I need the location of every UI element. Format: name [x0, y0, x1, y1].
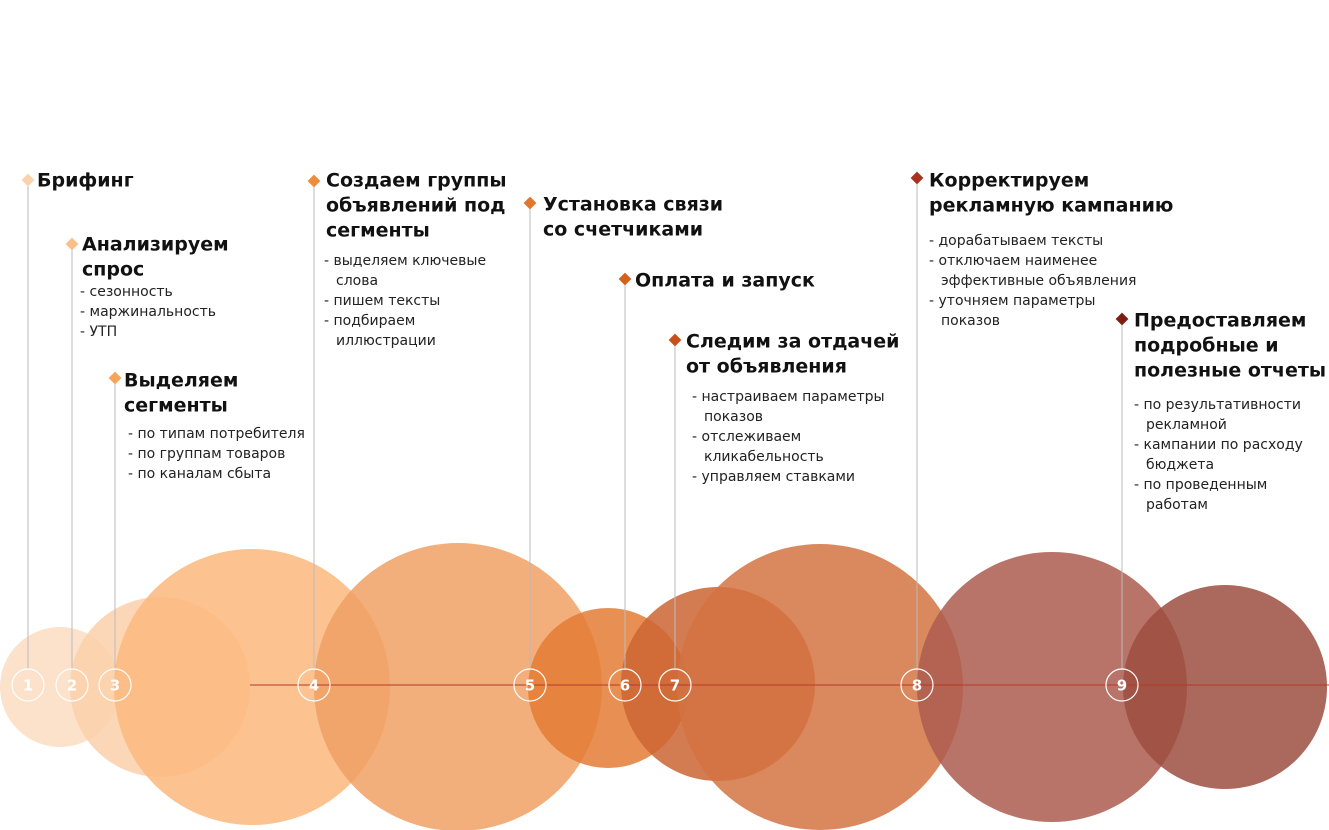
step-item: - маржинальность: [80, 304, 216, 320]
marker: [618, 272, 632, 286]
step-title: Следим за отдачей: [686, 331, 900, 353]
step-item: - кампании по расходу: [1134, 437, 1303, 453]
step-item: иллюстрации: [336, 333, 436, 349]
circle: [114, 549, 390, 825]
step-number: 7: [670, 677, 680, 695]
step-number: 2: [67, 677, 77, 695]
step-item: - по проведенным: [1134, 477, 1267, 493]
marker: [65, 237, 79, 251]
step-badge: [608, 668, 642, 702]
marker: [910, 171, 924, 185]
step-item: - по типам потребителя: [128, 426, 305, 442]
step-item: эффективные объявления: [941, 273, 1136, 289]
step-title: спрос: [82, 259, 144, 281]
step-item: - управляем ставками: [692, 469, 855, 485]
step-item: - выделяем ключевые: [324, 253, 486, 269]
step-title: Оплата и запуск: [635, 270, 815, 292]
step-number: 9: [1117, 677, 1127, 695]
step-title: Анализируем: [82, 234, 229, 256]
marker: [1115, 312, 1129, 326]
circles: [0, 543, 1327, 830]
circle: [677, 544, 963, 830]
step-item: - пишем тексты: [324, 293, 440, 309]
step-badge: [658, 668, 692, 702]
marker: [21, 173, 35, 187]
step-item: слова: [336, 273, 378, 289]
step-title: со счетчиками: [543, 219, 703, 241]
step-item: - подбираем: [324, 313, 415, 329]
step-title: Выделяем: [124, 370, 238, 392]
step-item: - дорабатываем тексты: [929, 233, 1103, 249]
circle: [1123, 585, 1327, 789]
step-item: работам: [1146, 497, 1208, 513]
step-badge: [55, 668, 89, 702]
step-title: подробные и: [1134, 335, 1279, 357]
step-title: Корректируем: [929, 170, 1089, 192]
step-item: рекламной: [1146, 417, 1227, 433]
step-item: показов: [941, 313, 1000, 329]
step-title: Брифинг: [37, 170, 134, 192]
step-item: - настраиваем параметры: [692, 389, 885, 405]
step-number: 8: [912, 677, 922, 695]
circle: [917, 552, 1187, 822]
step-item: - уточняем параметры: [929, 293, 1095, 309]
step-title: объявлений под: [326, 195, 506, 217]
step-number: 3: [110, 677, 120, 695]
step-title: Установка связи: [543, 194, 723, 216]
step-number: 1: [23, 677, 33, 695]
step-item: бюджета: [1146, 457, 1214, 473]
step-badge: [11, 668, 45, 702]
step-item: - сезонность: [80, 284, 173, 300]
step-item: - УТП: [80, 324, 117, 340]
step-item: - отключаем наименее: [929, 253, 1097, 269]
step-number: 4: [309, 677, 319, 695]
step-item: показов: [704, 409, 763, 425]
marker: [108, 371, 122, 385]
step-badge: [1105, 668, 1139, 702]
step-title: рекламную кампанию: [929, 195, 1173, 217]
step-title: Создаем группы: [326, 170, 507, 192]
step-number: 5: [525, 677, 535, 695]
step-title: от объявления: [686, 356, 847, 378]
marker: [523, 196, 537, 210]
step-badge: [297, 668, 331, 702]
step-item: - по группам товаров: [128, 446, 285, 462]
step-badge: [98, 668, 132, 702]
step-badge: [900, 668, 934, 702]
step-title: Предоставляем: [1134, 310, 1306, 332]
step-title: полезные отчеты: [1134, 360, 1326, 382]
step-title: сегменты: [326, 220, 430, 242]
step-badge: [513, 668, 547, 702]
step-item: - по каналам сбыта: [128, 466, 271, 482]
step-item: кликабельность: [704, 449, 824, 465]
marker: [668, 333, 682, 347]
step-item: - отслеживаем: [692, 429, 801, 445]
step-number: 6: [620, 677, 630, 695]
step-item: - по результативности: [1134, 397, 1301, 413]
step-title: сегменты: [124, 395, 228, 417]
marker: [307, 174, 321, 188]
